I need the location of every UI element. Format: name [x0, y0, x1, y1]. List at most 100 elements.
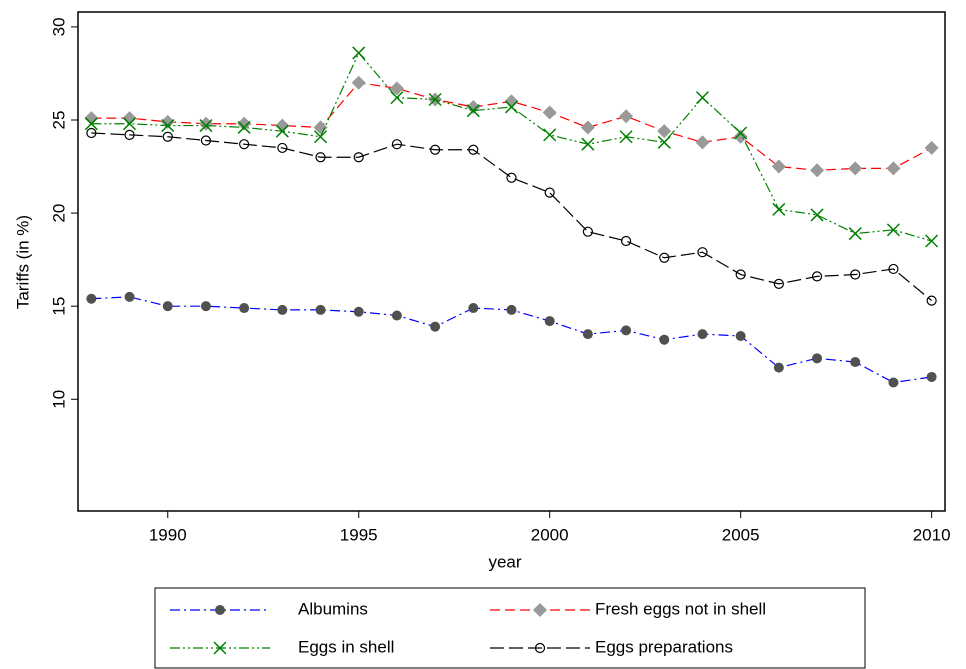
- marker: [389, 81, 404, 96]
- x-tick-label: 2000: [531, 525, 569, 544]
- marker: [277, 304, 288, 315]
- marker: [506, 172, 517, 183]
- marker: [850, 269, 861, 280]
- marker: [353, 306, 364, 317]
- marker: [773, 278, 784, 289]
- marker: [811, 271, 823, 282]
- marker: [315, 304, 326, 315]
- legend-label: Eggs in shell: [298, 637, 394, 656]
- marker: [391, 310, 402, 321]
- marker: [771, 159, 786, 174]
- marker: [543, 128, 557, 142]
- marker: [122, 111, 137, 126]
- marker: [926, 295, 937, 306]
- marker: [888, 263, 899, 275]
- marker: [924, 140, 939, 155]
- marker: [506, 304, 517, 315]
- marker: [888, 377, 899, 388]
- marker: [810, 208, 824, 222]
- marker: [277, 142, 288, 154]
- marker: [773, 362, 784, 373]
- marker: [735, 269, 746, 280]
- series-line: [91, 51, 932, 242]
- legend-label: Fresh eggs not in shell: [595, 599, 766, 618]
- marker: [123, 117, 137, 131]
- marker: [659, 334, 670, 345]
- marker: [84, 117, 98, 131]
- marker: [313, 120, 328, 135]
- marker: [504, 94, 519, 109]
- y-tick-label: 10: [49, 390, 68, 409]
- marker: [533, 603, 547, 617]
- marker: [810, 163, 825, 178]
- marker: [428, 92, 442, 107]
- marker: [544, 316, 555, 327]
- marker: [124, 291, 135, 302]
- marker: [582, 329, 593, 340]
- marker: [161, 119, 175, 133]
- marker: [215, 605, 225, 615]
- marker: [275, 124, 289, 138]
- marker: [695, 91, 709, 105]
- marker: [390, 91, 404, 105]
- marker: [124, 129, 135, 140]
- marker: [160, 114, 175, 129]
- marker: [733, 129, 748, 144]
- x-tick-label: 1990: [149, 525, 187, 544]
- marker: [848, 161, 863, 176]
- marker: [582, 226, 593, 237]
- x-tick-label: 2010: [913, 525, 951, 544]
- marker: [581, 137, 595, 151]
- marker: [314, 130, 328, 144]
- marker: [925, 234, 939, 248]
- marker: [812, 353, 823, 364]
- marker: [239, 139, 250, 150]
- series-line: [91, 132, 933, 302]
- marker: [237, 116, 252, 131]
- marker: [657, 124, 672, 139]
- marker: [430, 144, 441, 155]
- marker: [199, 119, 213, 133]
- y-tick-label: 25: [49, 111, 68, 130]
- x-tick-label: 2005: [722, 525, 760, 544]
- marker: [659, 252, 670, 263]
- legend-label: Eggs preparations: [595, 637, 733, 656]
- marker: [239, 303, 250, 314]
- marker: [466, 99, 481, 114]
- marker: [200, 135, 212, 146]
- marker: [657, 135, 671, 149]
- y-tick-label: 15: [49, 297, 68, 316]
- y-tick-label: 30: [49, 17, 68, 36]
- marker: [697, 329, 708, 340]
- marker: [542, 105, 557, 120]
- marker: [848, 227, 862, 241]
- marker: [619, 109, 634, 124]
- marker: [735, 330, 746, 341]
- marker: [275, 118, 290, 133]
- marker: [772, 202, 786, 216]
- legend-label: Albumins: [298, 599, 368, 618]
- marker: [544, 187, 555, 198]
- x-tick-label: 1995: [340, 525, 378, 544]
- marker: [213, 641, 227, 655]
- marker: [198, 116, 213, 131]
- marker: [580, 120, 595, 135]
- marker: [468, 144, 479, 155]
- marker: [200, 301, 211, 312]
- x-axis-label: year: [488, 552, 521, 571]
- marker: [86, 127, 97, 139]
- marker: [697, 247, 708, 258]
- marker: [468, 303, 479, 314]
- marker: [621, 325, 632, 336]
- marker: [162, 301, 173, 312]
- marker: [619, 130, 633, 144]
- marker: [504, 100, 519, 114]
- marker: [534, 642, 546, 654]
- marker: [734, 126, 748, 140]
- y-axis-label: Tariffs (in %): [13, 215, 32, 309]
- legend-box: [154, 587, 866, 669]
- marker: [351, 75, 366, 90]
- marker: [84, 111, 99, 126]
- marker: [886, 223, 900, 237]
